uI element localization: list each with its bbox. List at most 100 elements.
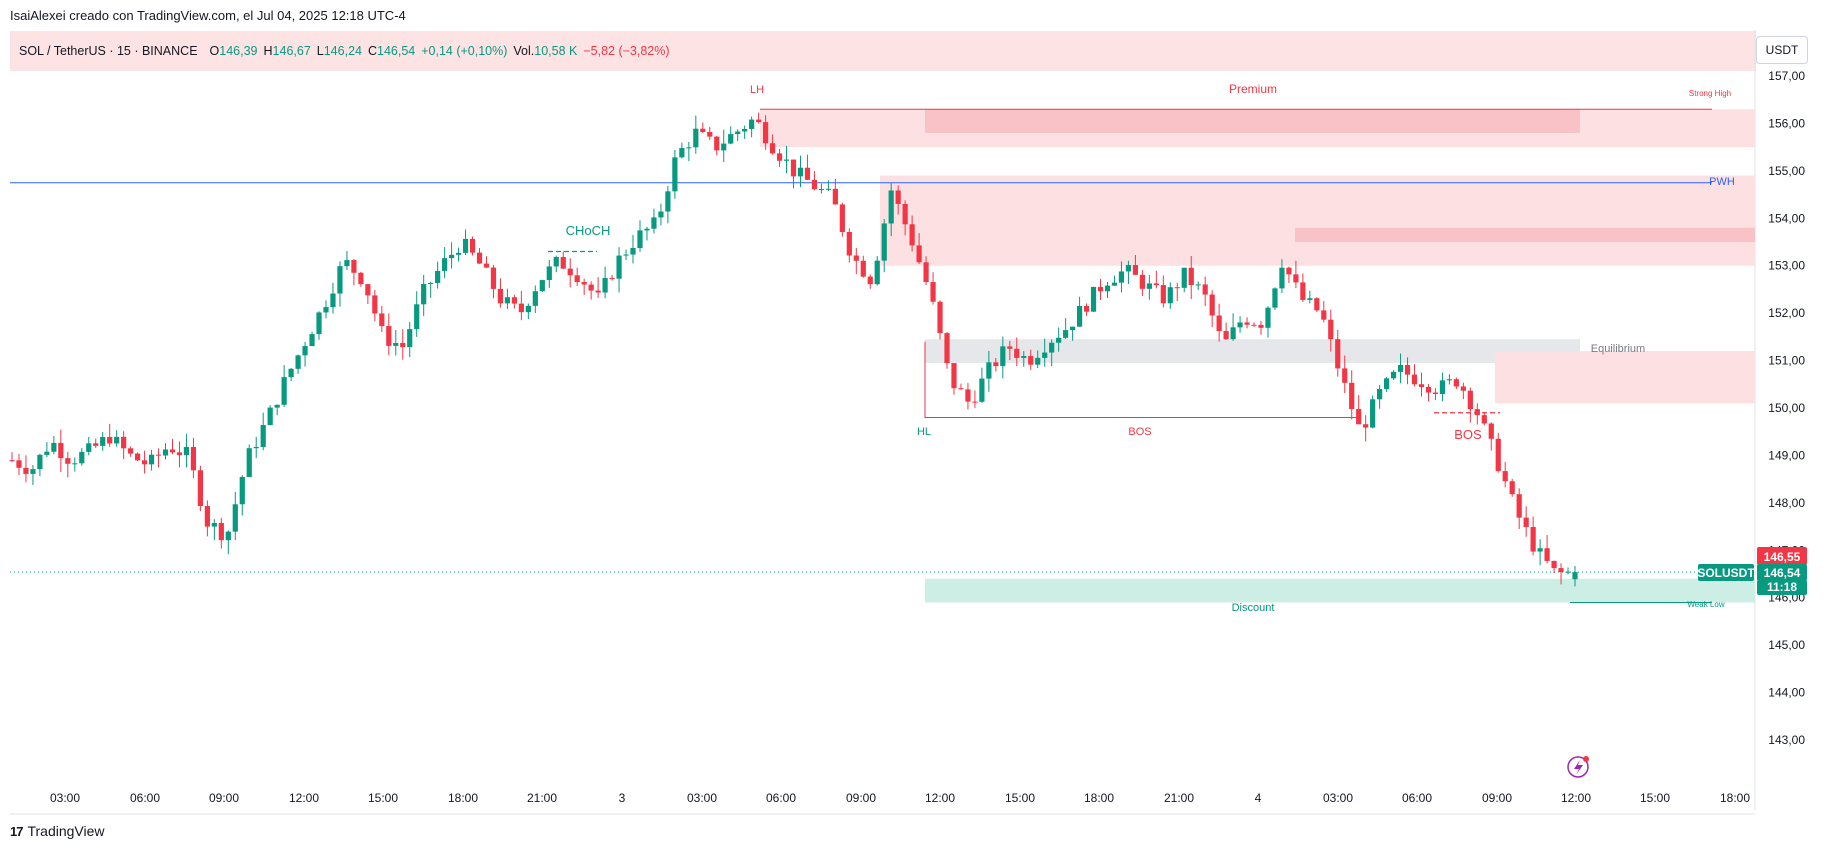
candle-body bbox=[44, 451, 50, 455]
candle-body bbox=[323, 307, 329, 313]
candle-body bbox=[141, 460, 148, 465]
candle-body bbox=[1063, 330, 1069, 338]
close-value: C146,54 bbox=[367, 44, 416, 58]
time-tick-label: 12:00 bbox=[925, 791, 955, 805]
candle-body bbox=[1544, 548, 1550, 561]
candle-body bbox=[483, 263, 490, 268]
candle-body bbox=[1265, 307, 1271, 328]
candle-body bbox=[986, 362, 992, 379]
candle-body bbox=[658, 211, 664, 218]
candle-body bbox=[435, 270, 441, 283]
candle-body bbox=[30, 469, 36, 474]
candle-body bbox=[469, 238, 476, 253]
time-tick-label: 09:00 bbox=[209, 791, 239, 805]
candle-body bbox=[1558, 568, 1564, 573]
time-tick-label: 03:00 bbox=[687, 791, 717, 805]
symbol-name[interactable]: SOL / TetherUS · 15 · BINANCE bbox=[19, 44, 198, 58]
candle-body bbox=[1056, 337, 1062, 343]
candle-body bbox=[1028, 356, 1034, 365]
candle-body bbox=[567, 268, 573, 276]
candle-body bbox=[504, 297, 511, 304]
price-tick-label: 155,00 bbox=[1768, 164, 1805, 178]
candle-body bbox=[707, 131, 713, 137]
zone-block bbox=[925, 109, 1580, 133]
candle-body bbox=[1230, 327, 1236, 340]
level-label-pwh: PWH bbox=[1709, 176, 1735, 188]
candle-body bbox=[1216, 315, 1222, 332]
candle-body bbox=[1035, 357, 1041, 365]
candle-body bbox=[400, 342, 406, 348]
chart-credit: IsaiAlexei creado con TradingView.com, e… bbox=[10, 8, 406, 23]
candle-body bbox=[497, 288, 504, 304]
tradingview-brand: TradingView bbox=[27, 823, 105, 839]
candle-body bbox=[581, 282, 587, 285]
candle-body bbox=[832, 188, 838, 205]
candle-body bbox=[1111, 282, 1118, 286]
candle-body bbox=[372, 295, 378, 314]
currency-unit-button[interactable]: USDT bbox=[1756, 36, 1808, 64]
tradingview-footer: 17 TradingView bbox=[10, 823, 105, 839]
candle-body bbox=[846, 232, 852, 256]
candle-body bbox=[909, 224, 915, 246]
candle-body bbox=[860, 260, 866, 277]
candle-body bbox=[1174, 287, 1180, 289]
time-tick-label: 15:00 bbox=[1640, 791, 1670, 805]
candle-body bbox=[1418, 384, 1425, 387]
price-tick-label: 150,00 bbox=[1768, 401, 1805, 415]
candle-body bbox=[1321, 310, 1327, 320]
candle-body bbox=[853, 255, 859, 261]
candle-body bbox=[888, 190, 894, 224]
candle-body bbox=[267, 407, 273, 425]
candle-body bbox=[1411, 374, 1418, 385]
candle-body bbox=[414, 304, 420, 330]
candle-body bbox=[1286, 267, 1292, 275]
candle-body bbox=[623, 254, 629, 256]
price-chart[interactable]: 157,00 156,00 155,00 154,00 153,00 152,00 151,… bbox=[0, 0, 1826, 820]
candle-body bbox=[1014, 348, 1020, 358]
candle-body bbox=[379, 313, 385, 327]
candle-body bbox=[539, 280, 545, 292]
candle-body bbox=[337, 266, 343, 294]
candle-body bbox=[1342, 368, 1348, 383]
bos-line bbox=[924, 341, 1360, 418]
candle-body bbox=[37, 454, 43, 470]
price-badge bbox=[1757, 580, 1807, 595]
zone-block bbox=[1295, 227, 1755, 243]
candle-body bbox=[225, 531, 231, 541]
candle-body bbox=[979, 378, 985, 402]
candle-body bbox=[916, 245, 922, 263]
candles-group bbox=[9, 112, 1578, 587]
time-tick-label: 09:00 bbox=[846, 791, 876, 805]
candle-body bbox=[462, 238, 469, 253]
candle-body bbox=[686, 147, 692, 149]
candle-body bbox=[9, 460, 15, 462]
candle-body bbox=[274, 404, 280, 408]
candle-body bbox=[804, 167, 811, 180]
candle-body bbox=[644, 228, 650, 231]
time-tick-label: 15:00 bbox=[1005, 791, 1035, 805]
candle-body bbox=[923, 262, 929, 283]
candle-body bbox=[944, 333, 950, 364]
candle-body bbox=[895, 190, 901, 204]
candle-body bbox=[211, 522, 217, 527]
time-tick-label: 06:00 bbox=[766, 791, 796, 805]
candle-body bbox=[790, 159, 797, 177]
candle-body bbox=[58, 442, 64, 459]
candle-body bbox=[121, 436, 127, 449]
candle-body bbox=[253, 446, 259, 449]
candle-body bbox=[16, 460, 22, 468]
candle-body bbox=[728, 134, 734, 144]
zone-equilibrium bbox=[925, 339, 1580, 363]
candle-body bbox=[930, 282, 936, 302]
candle-body bbox=[128, 448, 134, 454]
candle-body bbox=[1502, 471, 1508, 482]
candle-body bbox=[1153, 283, 1159, 286]
candle-body bbox=[428, 282, 434, 285]
candle-body bbox=[1007, 346, 1013, 349]
candle-body bbox=[72, 463, 78, 465]
candle-body bbox=[1377, 389, 1383, 400]
candle-body bbox=[1000, 346, 1006, 367]
candle-body bbox=[79, 451, 85, 464]
candle-body bbox=[1293, 274, 1299, 283]
candle-body bbox=[1244, 322, 1250, 325]
